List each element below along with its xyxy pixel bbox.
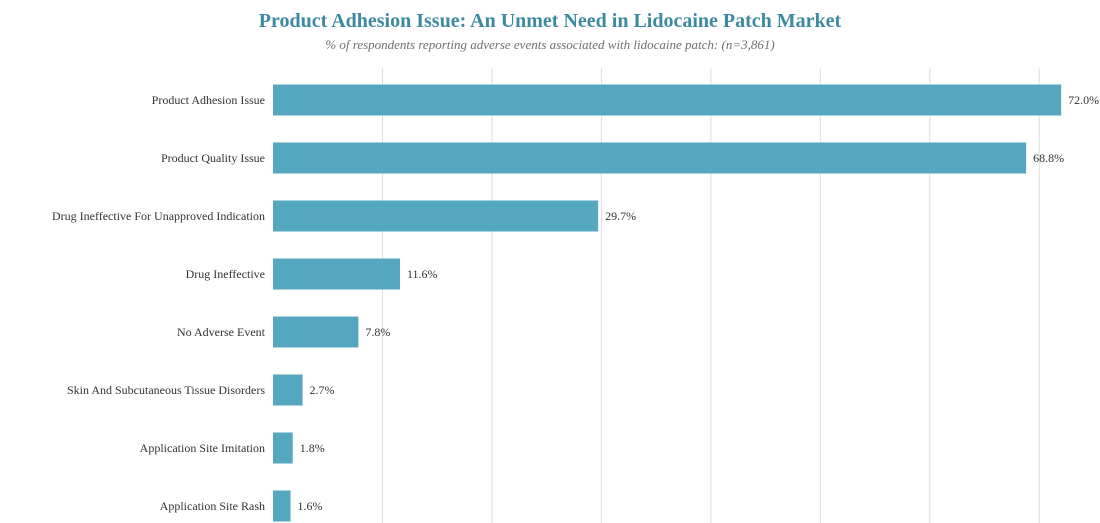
gridlines [381, 68, 1040, 523]
bars [273, 84, 1062, 522]
category-label: No Adverse Event [177, 325, 266, 339]
category-labels: Product Adhesion Issue Product Quality Is… [52, 93, 266, 513]
category-label: Product Adhesion Issue [152, 93, 265, 107]
bar [273, 490, 291, 522]
value-label: 68.8% [1033, 151, 1064, 165]
value-labels: 72.0% 68.8% 29.7% 11.6% 7.8% 2.7% 1.8% 1.6% [298, 93, 1100, 513]
bar [273, 200, 599, 232]
value-label: 29.7% [605, 209, 636, 223]
bar [273, 374, 303, 406]
value-label: 1.6% [298, 499, 323, 513]
chart-subtitle: % of respondents reporting adverse event… [325, 37, 775, 52]
bar [273, 142, 1027, 174]
bar [273, 432, 293, 464]
category-label: Skin And Subcutaneous Tissue Disorders [67, 383, 265, 397]
bar [273, 258, 400, 290]
value-label: 72.0% [1068, 93, 1099, 107]
value-label: 11.6% [407, 267, 438, 281]
bar [273, 84, 1062, 116]
category-label: Drug Ineffective [186, 267, 265, 281]
category-label: Product Quality Issue [161, 151, 265, 165]
value-label: 2.7% [310, 383, 335, 397]
bar [273, 316, 359, 348]
category-label: Application Site Imitation [140, 441, 265, 455]
category-label: Drug Ineffective For Unapproved Indicati… [52, 209, 265, 223]
value-label: 7.8% [365, 325, 390, 339]
category-label: Application Site Rash [160, 499, 265, 513]
value-label: 1.8% [300, 441, 325, 455]
chart-title: Product Adhesion Issue: An Unmet Need in… [258, 10, 842, 32]
